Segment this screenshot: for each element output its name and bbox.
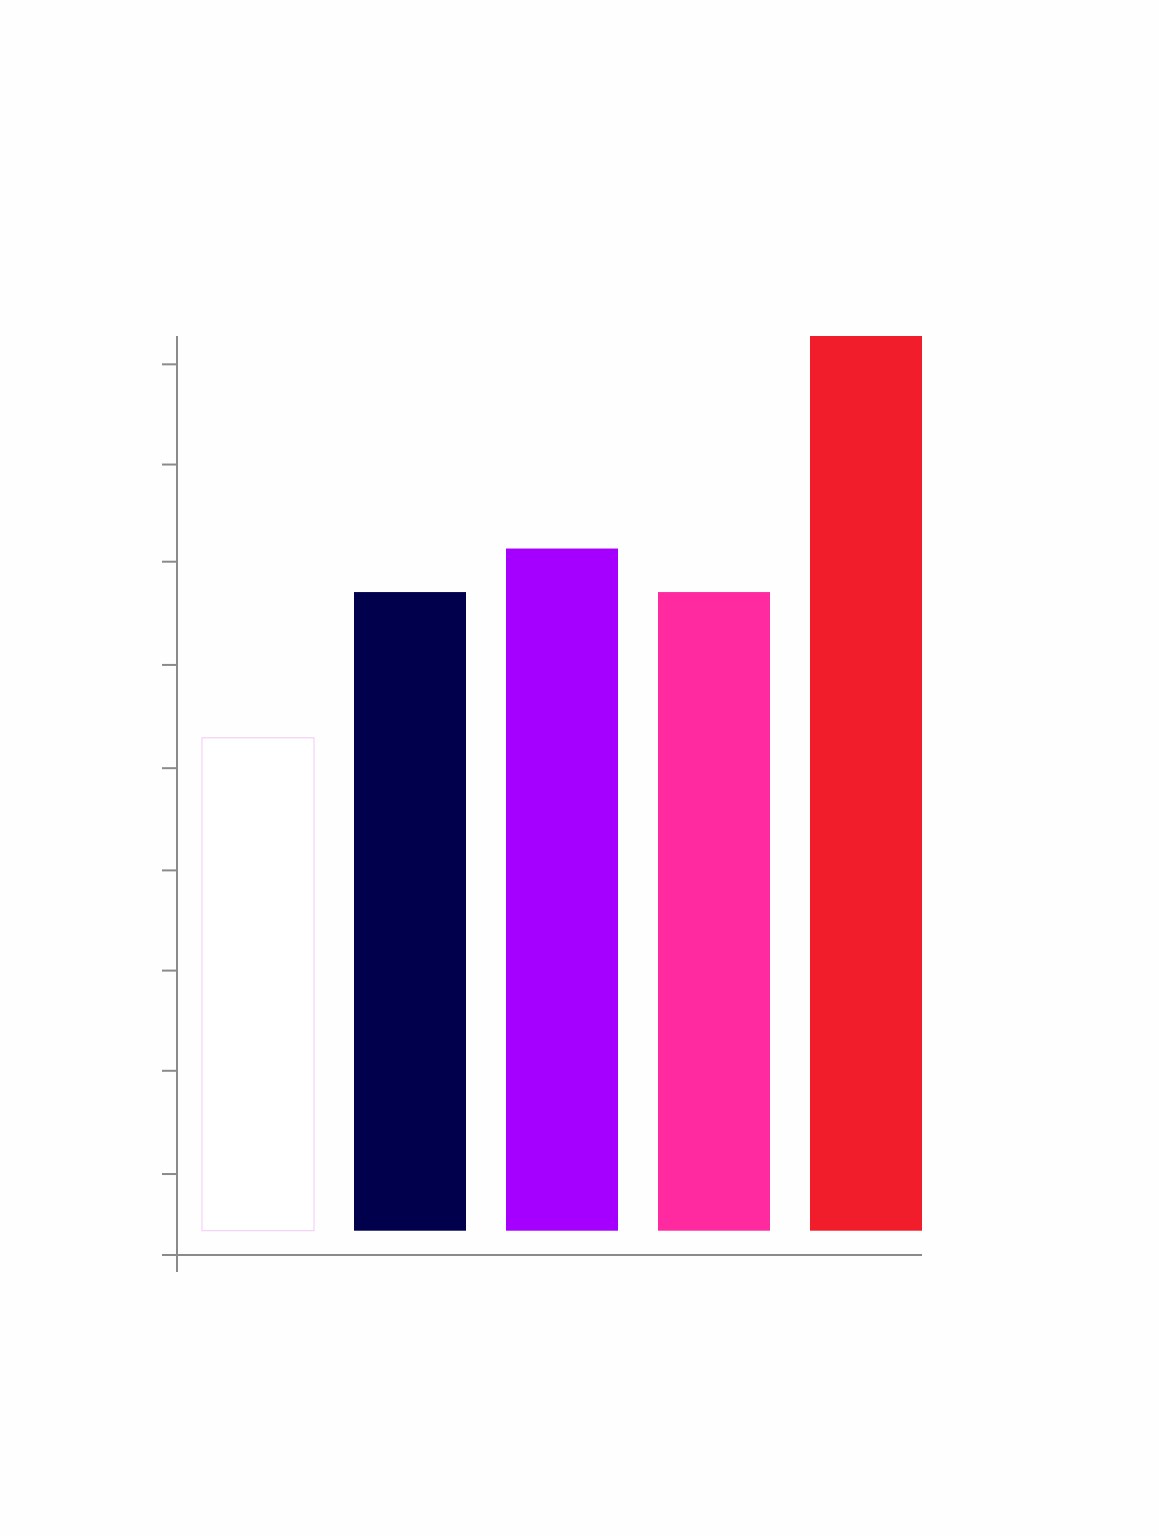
bar (658, 592, 770, 1231)
bar (506, 548, 618, 1231)
bar (810, 336, 922, 1231)
bar (201, 737, 315, 1232)
bar (354, 592, 466, 1231)
